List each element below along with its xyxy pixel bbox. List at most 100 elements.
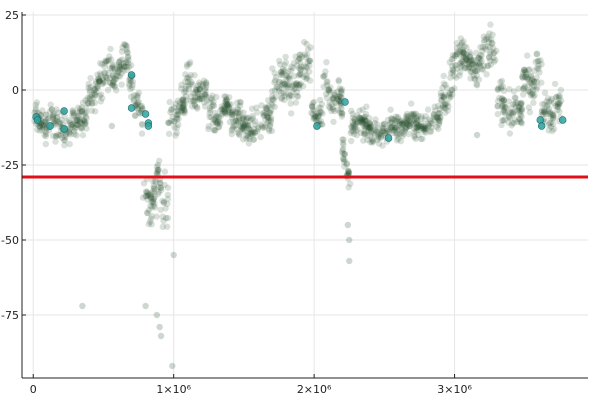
data-point — [169, 113, 176, 121]
data-point — [94, 71, 101, 78]
data-point — [125, 59, 132, 67]
data-point — [157, 180, 164, 187]
data-point — [414, 112, 422, 120]
data-point — [36, 127, 44, 134]
data-point — [209, 120, 217, 127]
highlight-point — [537, 122, 546, 130]
data-point — [338, 86, 346, 93]
data-point — [500, 117, 507, 124]
data-point — [481, 44, 489, 51]
data-point — [87, 74, 94, 82]
data-point — [212, 127, 219, 134]
data-point — [339, 136, 346, 143]
data-point — [538, 79, 545, 86]
data-point — [310, 106, 317, 113]
data-point — [419, 123, 426, 130]
data-point — [396, 118, 403, 125]
data-point — [109, 82, 117, 89]
data-point — [499, 98, 506, 105]
data-point — [426, 116, 433, 123]
data-point — [470, 56, 478, 63]
data-point — [533, 86, 540, 93]
data-point — [87, 83, 94, 91]
data-point — [179, 100, 187, 107]
data-point — [338, 109, 345, 116]
highlight-layer — [32, 71, 567, 142]
data-point — [80, 117, 88, 125]
data-point — [459, 48, 466, 56]
data-point — [529, 86, 537, 94]
data-point — [235, 113, 242, 120]
data-point — [145, 220, 152, 228]
data-point — [547, 110, 554, 117]
data-point — [420, 124, 428, 131]
data-point — [451, 72, 458, 80]
data-point — [517, 111, 524, 119]
data-point — [103, 58, 110, 65]
data-point — [354, 126, 361, 133]
data-point — [69, 121, 76, 128]
highlight-point — [341, 98, 349, 106]
data-point — [200, 80, 207, 88]
data-point — [76, 108, 84, 115]
data-point — [446, 89, 453, 97]
data-point — [350, 127, 357, 135]
data-point — [462, 55, 469, 63]
data-point — [512, 103, 520, 111]
data-point — [246, 135, 253, 142]
data-point — [206, 99, 213, 106]
data-point — [333, 93, 340, 100]
data-point — [366, 114, 373, 122]
data-point — [430, 110, 437, 118]
data-point — [547, 115, 554, 123]
data-point — [424, 106, 432, 113]
data-point — [154, 168, 161, 175]
data-point — [467, 75, 474, 82]
data-point — [392, 113, 400, 120]
data-point — [265, 109, 273, 117]
data-point — [362, 122, 370, 129]
data-point — [403, 124, 410, 131]
data-point — [545, 98, 553, 106]
data-point — [67, 131, 75, 138]
x-tick-label: 1×10⁶ — [156, 383, 191, 396]
data-point — [203, 79, 210, 86]
data-point — [243, 114, 251, 122]
data-point — [273, 84, 281, 91]
data-point — [556, 93, 563, 100]
data-point — [226, 109, 233, 116]
data-point — [399, 120, 407, 128]
data-point — [42, 140, 49, 148]
data-point — [255, 124, 262, 131]
data-point — [526, 79, 534, 86]
data-point — [85, 84, 92, 91]
data-point — [336, 97, 343, 105]
data-point — [112, 76, 119, 83]
data-point — [240, 114, 247, 121]
data-point — [92, 92, 99, 99]
data-point — [101, 63, 108, 70]
data-point — [202, 84, 210, 91]
data-point — [243, 121, 250, 128]
data-point — [271, 70, 278, 77]
data-point — [79, 99, 87, 106]
data-point — [499, 83, 507, 90]
data-point — [157, 184, 165, 191]
data-point — [415, 123, 422, 130]
data-point — [311, 107, 318, 115]
data-point — [239, 120, 247, 127]
data-point — [304, 52, 311, 59]
data-point — [66, 129, 73, 136]
data-point — [228, 110, 235, 117]
data-point — [208, 96, 215, 103]
data-point — [118, 70, 126, 77]
data-point — [62, 133, 69, 141]
data-point — [271, 77, 279, 84]
data-point — [502, 104, 510, 111]
data-point — [522, 68, 529, 76]
data-point — [228, 111, 236, 119]
data-point — [398, 124, 405, 131]
data-point — [145, 192, 152, 199]
data-point — [239, 122, 247, 129]
data-point — [238, 124, 245, 132]
